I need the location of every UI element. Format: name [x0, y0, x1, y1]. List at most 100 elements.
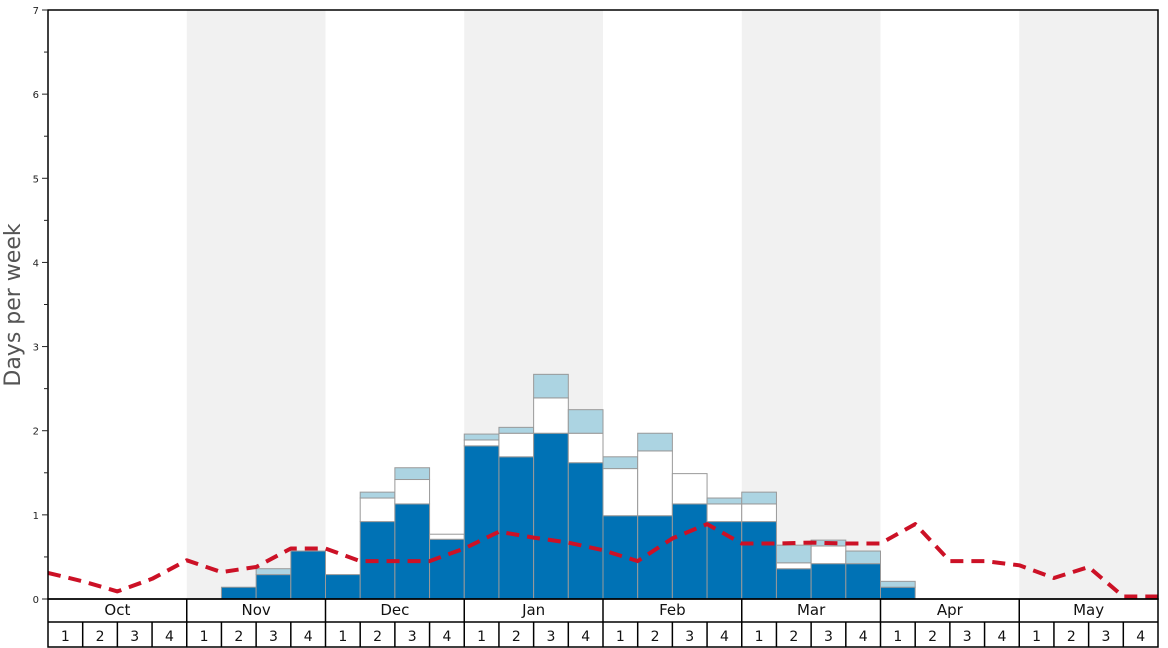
month-label-nov: Nov — [241, 601, 270, 619]
bar-top — [880, 580, 916, 588]
week-label: 1 — [1032, 629, 1041, 645]
week-label: 2 — [789, 629, 798, 645]
bar-middle — [359, 497, 396, 523]
bar-top — [255, 568, 292, 576]
month-label-oct: Oct — [104, 601, 130, 619]
week-label: 2 — [234, 629, 243, 645]
bar-top — [463, 433, 500, 441]
month-band-may — [1019, 10, 1158, 599]
bar-base — [775, 568, 812, 600]
week-label: 4 — [997, 629, 1006, 645]
bar-top — [637, 432, 673, 452]
week-label: 3 — [408, 629, 417, 645]
week-label: 2 — [928, 629, 937, 645]
week-label: 3 — [130, 629, 139, 645]
bar-base — [325, 574, 361, 600]
bar-top — [741, 491, 777, 505]
month-band-nov — [186, 10, 326, 599]
bar-top — [845, 550, 881, 565]
month-label-dec: Dec — [380, 601, 409, 619]
y-tick-label: 5 — [33, 174, 39, 185]
bar-middle — [533, 397, 569, 434]
bar-top — [775, 544, 812, 564]
week-label: 2 — [512, 629, 521, 645]
week-label: 4 — [304, 629, 313, 645]
week-label: 2 — [373, 629, 382, 645]
x-axis: Oct 1 2 3 4 Nov 1 2 3 4 Dec 1 2 3 4 Jan 1 2 3 4 Feb 1 2 3 4 Mar 1 2… — [47, 598, 1159, 648]
week-label: 2 — [651, 629, 660, 645]
week-label: 3 — [547, 629, 556, 645]
week-label: 4 — [859, 629, 868, 645]
week-label: 3 — [1102, 629, 1111, 645]
bar-middle — [602, 468, 639, 517]
month-label-feb: Feb — [659, 601, 686, 619]
y-tick-label: 0 — [33, 595, 39, 606]
y-tick-label: 2 — [33, 427, 39, 438]
week-label: 3 — [963, 629, 972, 645]
bar-base — [741, 521, 777, 600]
month-label-mar: Mar — [797, 601, 826, 619]
month-label-may: May — [1073, 601, 1104, 619]
y-axis-label: Days per week — [1, 223, 26, 386]
week-label: 1 — [616, 629, 625, 645]
week-label: 3 — [824, 629, 833, 645]
bar-base — [845, 563, 881, 600]
week-label: 2 — [1067, 629, 1076, 645]
week-label: 4 — [1136, 629, 1145, 645]
trend-line — [47, 522, 1158, 599]
y-tick-label: 7 — [33, 6, 39, 17]
bar-middle — [429, 533, 465, 540]
week-label: 2 — [96, 629, 105, 645]
week-label: 4 — [165, 629, 174, 645]
bar-middle — [741, 503, 777, 523]
bar-base — [810, 563, 847, 600]
bar-top — [359, 491, 396, 499]
bar-base — [220, 586, 257, 600]
week-label: 4 — [442, 629, 451, 645]
month-label-apr: Apr — [937, 601, 964, 619]
bar-base — [255, 574, 292, 600]
bar-base — [463, 445, 500, 600]
week-label: 1 — [338, 629, 347, 645]
week-label: 3 — [685, 629, 694, 645]
week-label: 1 — [755, 629, 764, 645]
bar-base — [290, 550, 326, 600]
week-label: 3 — [269, 629, 278, 645]
y-tick-label: 1 — [33, 511, 39, 522]
bar-top — [567, 409, 604, 434]
bar-base — [394, 503, 431, 600]
y-axis: 0 1 2 3 4 5 6 7 — [33, 6, 48, 606]
bar-middle — [567, 432, 604, 464]
bar-middle — [706, 503, 743, 523]
bar-middle — [637, 450, 673, 517]
bar-base — [671, 503, 708, 600]
week-label: 4 — [720, 629, 729, 645]
month-label-jan: Jan — [521, 601, 545, 619]
bars-layer — [220, 373, 916, 600]
bar-middle — [394, 479, 431, 505]
bar-middle — [810, 545, 847, 565]
bar-base — [567, 462, 604, 600]
bar-middle — [463, 439, 500, 447]
week-label: 1 — [893, 629, 902, 645]
bar-top — [498, 426, 535, 434]
bar-base — [880, 586, 916, 600]
bar-top — [706, 497, 743, 505]
bar-base — [429, 538, 465, 600]
y-tick-label: 4 — [33, 258, 39, 269]
y-tick-label: 3 — [33, 343, 39, 354]
bar-middle — [498, 432, 535, 458]
bar-base — [637, 515, 673, 600]
y-tick-label: 6 — [33, 90, 39, 101]
bar-base — [498, 456, 535, 600]
bar-middle — [671, 473, 708, 505]
bar-top — [394, 467, 431, 481]
week-label: 1 — [200, 629, 209, 645]
trend-line-layer — [47, 522, 1158, 599]
bar-top — [602, 456, 639, 470]
week-label: 4 — [581, 629, 590, 645]
week-label: 1 — [61, 629, 70, 645]
bar-middle — [775, 562, 812, 570]
bar-top — [533, 373, 569, 399]
